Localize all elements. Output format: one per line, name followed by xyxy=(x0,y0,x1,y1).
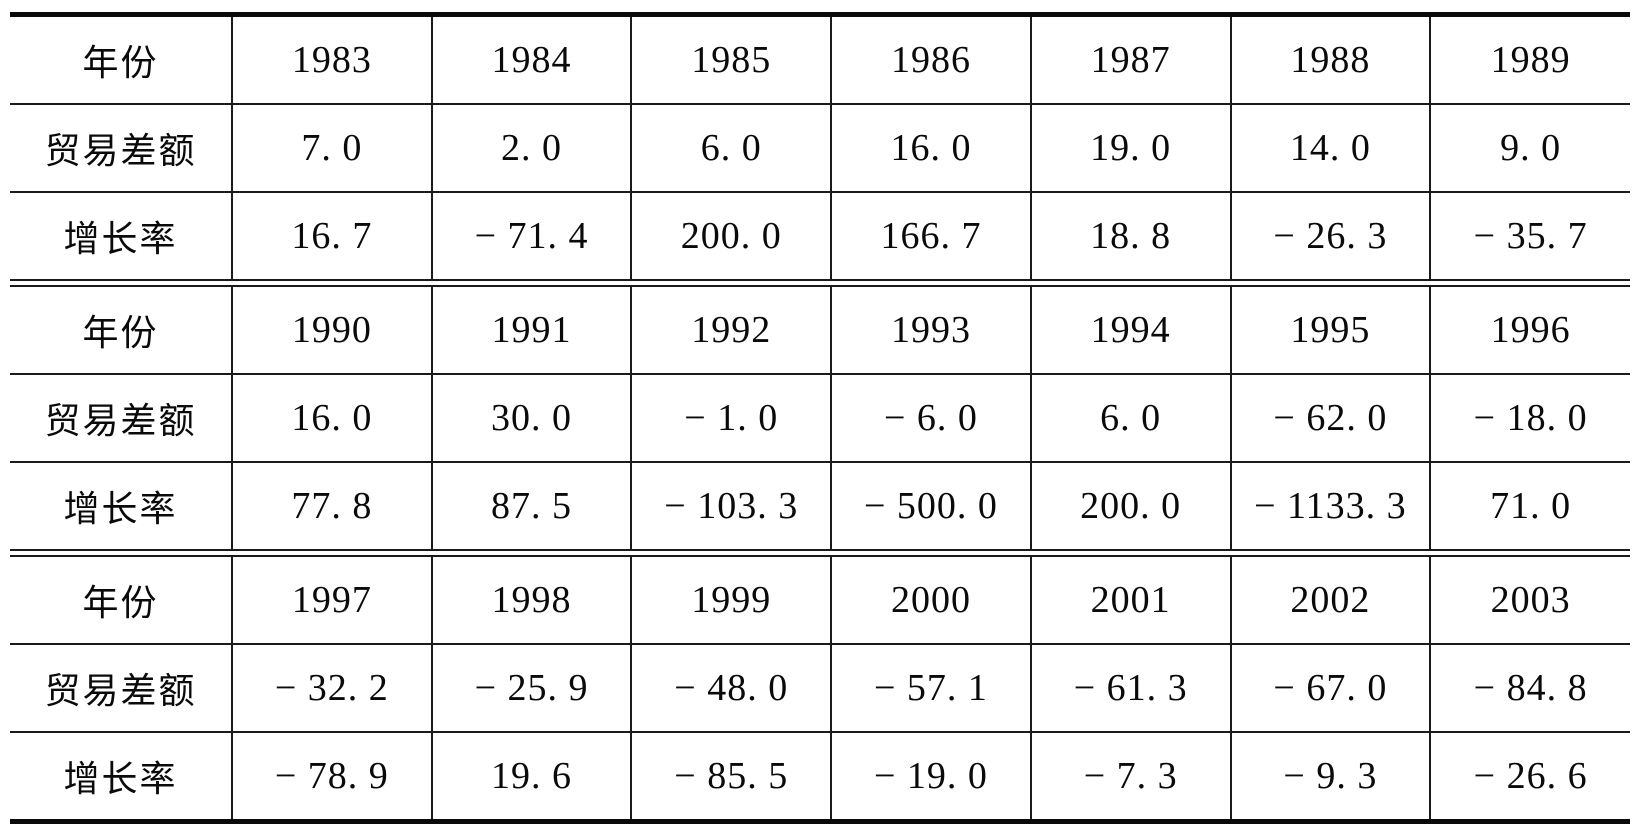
row-header-cell: 贸易差额 xyxy=(10,374,232,463)
data-cell: − 61. 3 xyxy=(1029,644,1231,733)
data-cell: − 6. 0 xyxy=(830,374,1031,463)
row-header-cell: 年份 xyxy=(10,17,232,105)
data-cell: 9. 0 xyxy=(1429,104,1630,193)
year-cell: 1987 xyxy=(1029,17,1231,105)
data-cell: 166. 7 xyxy=(830,192,1031,279)
year-row: 年份 1990 1991 1992 1993 1994 1995 1996 xyxy=(10,287,1630,375)
year-cell: 1984 xyxy=(430,17,632,105)
data-cell: − 1133. 3 xyxy=(1229,462,1431,549)
table-section-1997-2003: 年份 1997 1998 1999 2000 2001 2002 2003 贸易… xyxy=(10,557,1630,819)
year-cell: 1986 xyxy=(830,17,1031,105)
data-cell: − 48. 0 xyxy=(630,644,832,733)
year-cell: 1983 xyxy=(231,17,432,105)
year-cell: 2002 xyxy=(1229,557,1431,645)
growth-rate-row: 增长率 77. 8 87. 5 − 103. 3 − 500. 0 200. 0… xyxy=(10,462,1630,549)
data-cell: 77. 8 xyxy=(231,462,432,549)
data-cell: − 9. 3 xyxy=(1229,732,1431,819)
data-cell: 87. 5 xyxy=(430,462,632,549)
row-header-cell: 贸易差额 xyxy=(10,644,232,733)
year-cell: 1993 xyxy=(830,287,1031,375)
year-row: 年份 1983 1984 1985 1986 1987 1988 1989 xyxy=(10,17,1630,105)
row-header-cell: 增长率 xyxy=(63,219,178,259)
year-cell: 1988 xyxy=(1229,17,1431,105)
trade-balance-row: 贸易差额 7. 0 2. 0 6. 0 16. 0 19. 0 14. 0 9.… xyxy=(10,104,1630,193)
data-cell: 16. 7 xyxy=(231,192,432,279)
data-cell: 19. 0 xyxy=(1029,104,1231,193)
row-header-cell: 增长率 xyxy=(63,489,178,529)
data-cell: 200. 0 xyxy=(630,192,832,279)
data-cell: − 19. 0 xyxy=(830,732,1031,819)
data-cell: 16. 0 xyxy=(830,104,1031,193)
data-cell: 6. 0 xyxy=(1029,374,1231,463)
data-cell: 2. 0 xyxy=(430,104,632,193)
data-cell: 7. 0 xyxy=(231,104,432,193)
data-cell: − 500. 0 xyxy=(830,462,1031,549)
data-cell: − 78. 9 xyxy=(231,732,432,819)
section-divider xyxy=(10,549,1630,557)
data-cell: 14. 0 xyxy=(1229,104,1431,193)
data-cell: 19. 6 xyxy=(430,732,632,819)
trade-balance-row: 贸易差额 − 32. 2 − 25. 9 − 48. 0 − 57. 1 − 6… xyxy=(10,644,1630,733)
year-cell: 1992 xyxy=(630,287,832,375)
year-cell: 2000 xyxy=(830,557,1031,645)
data-cell: − 26. 6 xyxy=(1429,732,1630,819)
data-cell: − 71. 4 xyxy=(430,192,632,279)
year-cell: 2001 xyxy=(1029,557,1231,645)
year-cell: 1985 xyxy=(630,17,832,105)
data-cell: 18. 8 xyxy=(1029,192,1231,279)
data-cell: − 32. 2 xyxy=(231,644,432,733)
year-cell: 1991 xyxy=(430,287,632,375)
data-cell: 30. 0 xyxy=(430,374,632,463)
year-cell: 1996 xyxy=(1429,287,1630,375)
row-header-cell: 贸易差额 xyxy=(10,104,232,193)
year-cell: 1994 xyxy=(1029,287,1231,375)
data-cell: 71. 0 xyxy=(1429,462,1630,549)
growth-rate-row: 增长率 16. 7 − 71. 4 200. 0 166. 7 18. 8 − … xyxy=(10,192,1630,279)
table-section-1990-1996: 年份 1990 1991 1992 1993 1994 1995 1996 贸易… xyxy=(10,287,1630,549)
year-cell: 2003 xyxy=(1429,557,1630,645)
data-cell: − 7. 3 xyxy=(1029,732,1231,819)
data-cell: − 67. 0 xyxy=(1229,644,1431,733)
data-cell: − 85. 5 xyxy=(630,732,832,819)
section-divider xyxy=(10,279,1630,287)
data-cell: − 57. 1 xyxy=(830,644,1031,733)
row-header-cell: 增长率 xyxy=(63,759,178,799)
row-header-cell: 年份 xyxy=(10,287,232,375)
year-cell: 1998 xyxy=(430,557,632,645)
data-cell: − 18. 0 xyxy=(1429,374,1630,463)
data-cell: 6. 0 xyxy=(630,104,832,193)
year-cell: 1989 xyxy=(1429,17,1630,105)
data-cell: − 103. 3 xyxy=(630,462,832,549)
year-cell: 1999 xyxy=(630,557,832,645)
data-cell: − 25. 9 xyxy=(430,644,632,733)
data-cell: − 1. 0 xyxy=(630,374,832,463)
trade-balance-row: 贸易差额 16. 0 30. 0 − 1. 0 − 6. 0 6. 0 − 62… xyxy=(10,374,1630,463)
table-section-1983-1989: 年份 1983 1984 1985 1986 1987 1988 1989 贸易… xyxy=(10,17,1630,279)
data-cell: − 26. 3 xyxy=(1229,192,1431,279)
year-cell: 1995 xyxy=(1229,287,1431,375)
data-cell: 200. 0 xyxy=(1029,462,1231,549)
year-row: 年份 1997 1998 1999 2000 2001 2002 2003 xyxy=(10,557,1630,645)
growth-rate-row: 增长率 − 78. 9 19. 6 − 85. 5 − 19. 0 − 7. 3… xyxy=(10,732,1630,819)
year-cell: 1990 xyxy=(231,287,432,375)
row-header-cell: 年份 xyxy=(10,557,232,645)
trade-balance-table: 年份 1983 1984 1985 1986 1987 1988 1989 贸易… xyxy=(10,12,1630,824)
data-cell: 16. 0 xyxy=(231,374,432,463)
data-cell: − 84. 8 xyxy=(1429,644,1630,733)
year-cell: 1997 xyxy=(231,557,432,645)
data-cell: − 35. 7 xyxy=(1429,192,1630,279)
data-cell: − 62. 0 xyxy=(1229,374,1431,463)
